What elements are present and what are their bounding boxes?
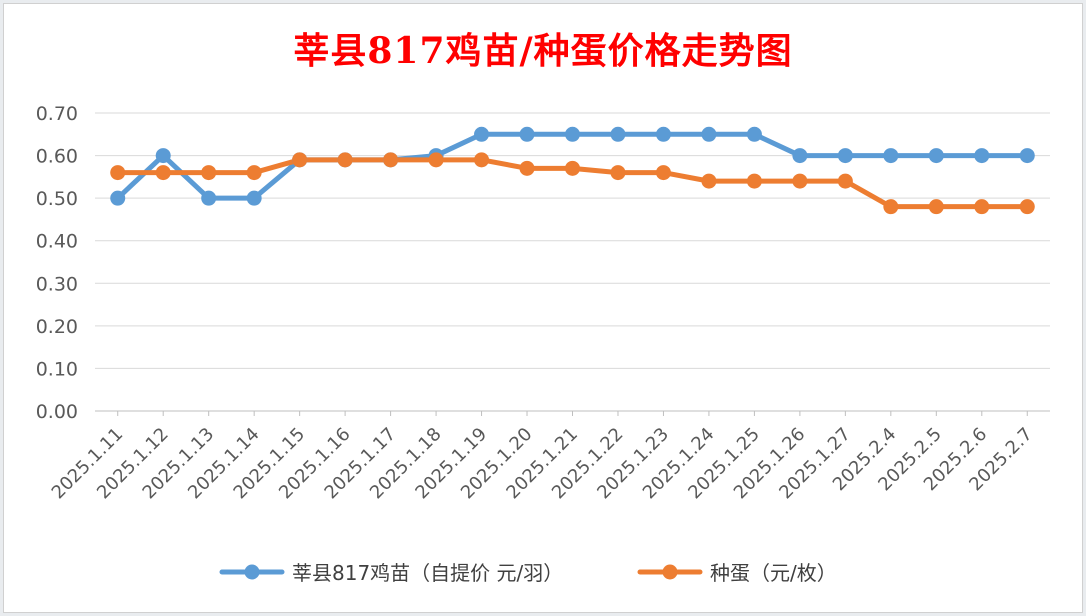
legend: 莘县817鸡苗（自提价 元/羽） 种蛋（元/枚） <box>219 561 837 585</box>
data-point-series-1 <box>155 148 171 164</box>
data-point-series-1 <box>701 126 717 142</box>
data-point-series-2 <box>337 152 353 168</box>
y-tick-label: 0.20 <box>36 316 78 338</box>
data-point-series-1 <box>655 126 671 142</box>
x-axis: 2025.1.112025.1.122025.1.132025.1.142025… <box>48 411 1037 503</box>
y-tick-label: 0.50 <box>36 188 78 210</box>
data-point-series-1 <box>746 126 762 142</box>
data-point-series-2 <box>883 199 899 215</box>
data-point-series-2 <box>610 165 626 181</box>
data-point-series-1 <box>610 126 626 142</box>
data-point-series-1 <box>792 148 808 164</box>
y-axis: 0.00 0.10 0.20 0.30 0.40 0.50 0.60 0.70 <box>36 103 78 423</box>
data-point-series-1 <box>246 190 262 206</box>
legend-marker-1 <box>244 564 260 580</box>
data-point-series-1 <box>519 126 535 142</box>
data-point-series-2 <box>837 173 853 189</box>
y-tick-label: 0.40 <box>36 231 78 253</box>
data-point-series-1 <box>565 126 580 142</box>
data-point-series-2 <box>474 152 490 168</box>
data-point-series-2 <box>655 165 671 181</box>
data-point-series-2 <box>746 173 762 189</box>
data-point-series-1 <box>883 148 899 164</box>
y-tick-label: 0.10 <box>36 358 78 380</box>
data-point-series-1 <box>110 190 126 206</box>
data-point-series-2 <box>974 199 990 215</box>
data-point-series-1 <box>974 148 990 164</box>
y-tick-label: 0.70 <box>36 103 78 125</box>
data-point-series-2 <box>246 165 262 181</box>
legend-marker-2 <box>662 564 678 580</box>
y-tick-label: 0.30 <box>36 273 78 295</box>
data-point-series-1 <box>201 190 217 206</box>
data-point-series-2 <box>701 173 717 189</box>
data-point-series-2 <box>383 152 399 168</box>
y-tick-label: 0.60 <box>36 146 78 168</box>
data-point-series-2 <box>201 165 217 181</box>
data-point-series-1 <box>837 148 853 164</box>
data-point-series-1 <box>1019 148 1035 164</box>
chart-card <box>3 3 1083 613</box>
y-tick-label: 0.00 <box>36 401 78 423</box>
plot-area <box>110 126 1035 215</box>
data-point-series-2 <box>292 152 308 168</box>
data-point-series-2 <box>792 173 808 189</box>
data-point-series-2 <box>428 152 444 168</box>
data-point-series-1 <box>928 148 944 164</box>
data-point-series-2 <box>155 165 171 181</box>
data-point-series-2 <box>110 165 126 181</box>
data-point-series-2 <box>1019 199 1035 215</box>
data-point-series-2 <box>928 199 944 215</box>
data-point-series-2 <box>519 160 535 176</box>
data-point-series-2 <box>565 160 580 176</box>
legend-label-2: 种蛋（元/枚） <box>710 561 837 585</box>
data-point-series-1 <box>474 126 490 142</box>
chart-title: 莘县817鸡苗/种蛋价格走势图 <box>293 30 793 72</box>
legend-label-1: 莘县817鸡苗（自提价 元/羽） <box>292 561 563 585</box>
